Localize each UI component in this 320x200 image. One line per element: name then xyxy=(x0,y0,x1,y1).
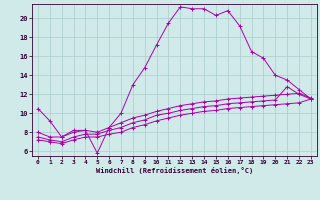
X-axis label: Windchill (Refroidissement éolien,°C): Windchill (Refroidissement éolien,°C) xyxy=(96,167,253,174)
